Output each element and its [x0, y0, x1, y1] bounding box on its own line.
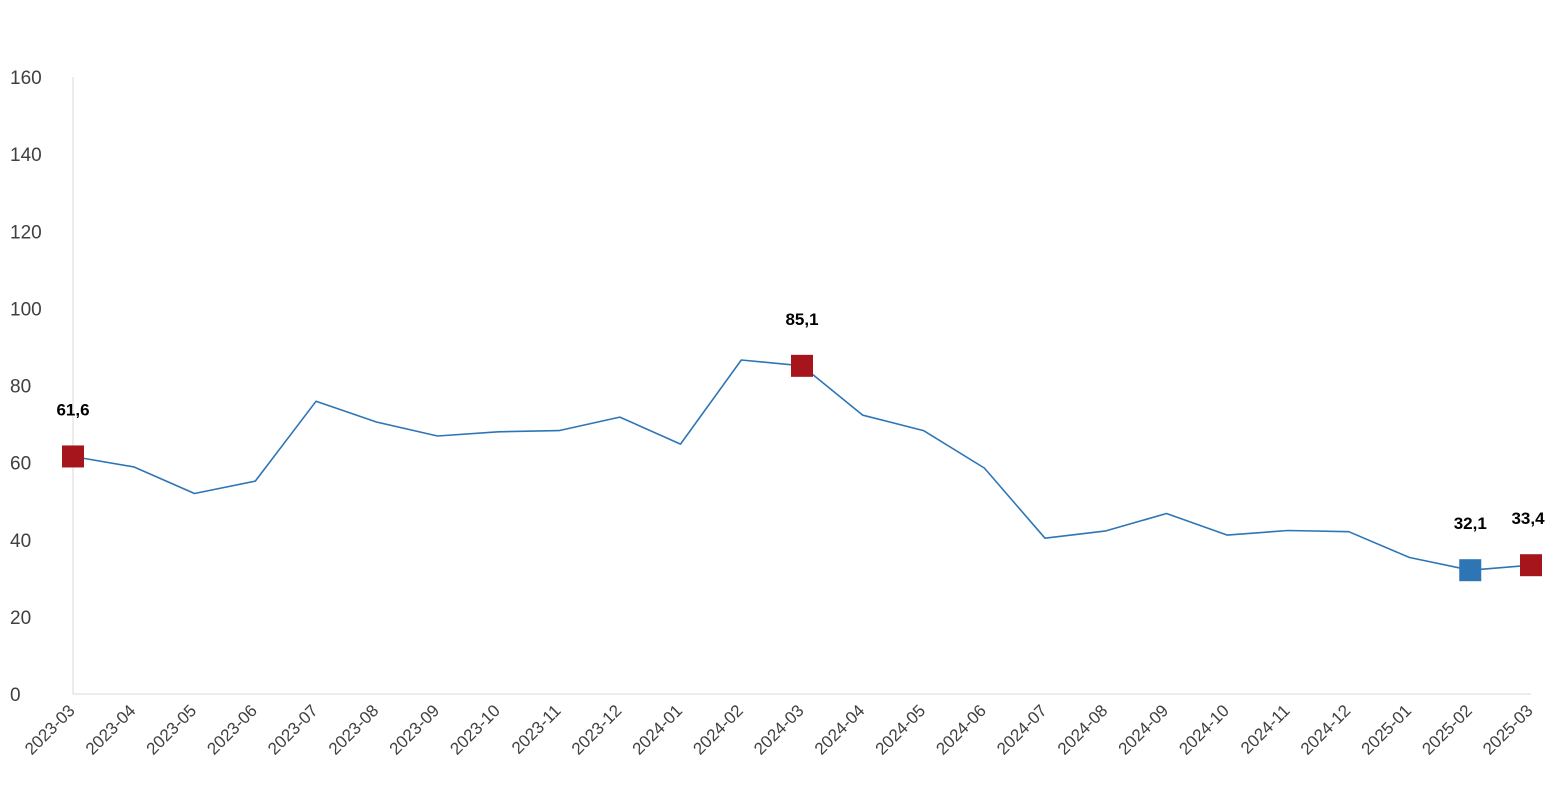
x-tick-label: 2024-02 — [689, 701, 747, 759]
series-line — [72, 359, 1532, 572]
series-lines — [72, 359, 1532, 572]
highlight-markers — [62, 354, 1542, 582]
x-tick-label: 2023-12 — [568, 701, 626, 759]
x-tick-label: 2023-04 — [82, 701, 140, 759]
data-point-marker — [1459, 559, 1482, 582]
x-tick-label: 2023-06 — [203, 701, 261, 759]
data-label: 33,4 — [1511, 509, 1545, 528]
data-point-marker — [1520, 554, 1542, 577]
data-label: 61,6 — [56, 400, 89, 419]
x-tick-label: 2024-01 — [629, 701, 687, 759]
chart-axes — [72, 77, 1531, 695]
x-tick-label: 2025-02 — [1418, 701, 1476, 759]
x-tick-label: 2024-08 — [1054, 701, 1112, 759]
x-tick-label: 2024-05 — [872, 701, 930, 759]
x-tick-label: 2025-03 — [1479, 701, 1537, 759]
y-axis-ticks: 0 20 40 60 80 100 120 140 160 — [10, 68, 42, 706]
x-tick-label: 2024-03 — [750, 701, 808, 759]
x-tick-label: 2024-07 — [993, 701, 1051, 759]
data-label: 32,1 — [1454, 514, 1487, 533]
x-axis-ticks: 2023-03 2023-04 2023-05 2023-06 2023-07 2023-… — [21, 701, 1537, 759]
x-tick-label: 2025-01 — [1358, 701, 1416, 759]
x-tick-label: 2024-09 — [1115, 701, 1173, 759]
y-tick-label: 80 — [10, 377, 31, 398]
x-tick-label: 2024-06 — [932, 701, 990, 759]
x-tick-label: 2024-04 — [811, 701, 869, 759]
y-tick-label: 160 — [10, 68, 42, 89]
y-tick-label: 100 — [10, 299, 42, 320]
x-tick-label: 2023-08 — [325, 701, 383, 759]
x-tick-label: 2024-12 — [1297, 701, 1355, 759]
data-point-marker — [62, 445, 84, 468]
y-tick-label: 120 — [10, 222, 42, 243]
x-tick-label: 2023-03 — [21, 701, 79, 759]
x-tick-label: 2023-05 — [143, 701, 201, 759]
data-point-marker — [791, 354, 813, 377]
y-tick-label: 40 — [10, 531, 31, 552]
x-tick-label: 2023-11 — [508, 701, 565, 758]
data-label: 85,1 — [785, 310, 818, 329]
x-tick-label: 2023-07 — [264, 701, 322, 759]
x-tick-label: 2023-10 — [446, 701, 504, 759]
y-tick-label: 20 — [10, 608, 31, 629]
y-tick-label: 60 — [10, 454, 31, 475]
x-tick-label: 2023-09 — [386, 701, 444, 759]
y-tick-label: 140 — [10, 145, 42, 166]
data-labels: 61,6 85,1 32,1 33,4 — [56, 310, 1545, 533]
y-tick-label: 0 — [10, 685, 21, 706]
x-tick-label: 2024-10 — [1175, 701, 1233, 759]
x-tick-label: 2024-11 — [1237, 701, 1294, 758]
